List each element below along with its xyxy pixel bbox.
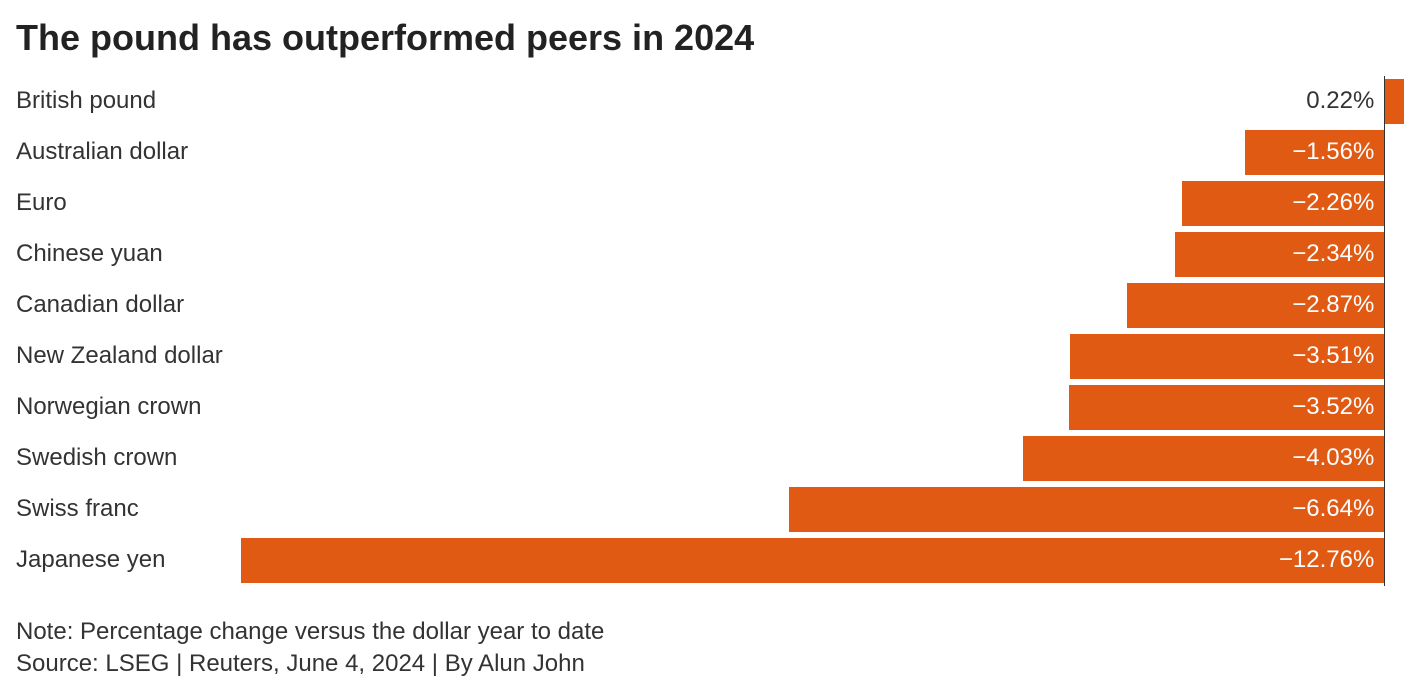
category-label: Swedish crown [16, 444, 241, 472]
bar-row: Norwegian crown −3.52% [16, 382, 1404, 433]
chart-container: The pound has outperformed peers in 2024… [0, 0, 1420, 684]
chart-footer: Note: Percentage change versus the dolla… [16, 616, 1404, 681]
bar-value: −1.56% [1292, 127, 1374, 178]
chart-title: The pound has outperformed peers in 2024 [16, 18, 1404, 58]
plot-cell: −4.03% [241, 433, 1404, 484]
category-label: Swiss franc [16, 495, 241, 523]
bar-value: −4.03% [1292, 433, 1374, 484]
category-label: Canadian dollar [16, 291, 241, 319]
axis-zero-line [1384, 76, 1385, 586]
bar-row: New Zealand dollar −3.51% [16, 331, 1404, 382]
bar-row: Swiss franc −6.64% [16, 484, 1404, 535]
plot-cell: −2.34% [241, 229, 1404, 280]
plot-cell: 0.22% [241, 76, 1404, 127]
bar-value: −2.26% [1292, 178, 1374, 229]
category-label: Norwegian crown [16, 393, 241, 421]
plot-cell: −1.56% [241, 127, 1404, 178]
plot-cell: −2.87% [241, 280, 1404, 331]
bar-value: −2.34% [1292, 229, 1374, 280]
bar [241, 538, 1384, 583]
plot-cell: −2.26% [241, 178, 1404, 229]
plot-cell: −3.52% [241, 382, 1404, 433]
category-label: British pound [16, 87, 241, 115]
chart-source: Source: LSEG | Reuters, June 4, 2024 | B… [16, 648, 1404, 680]
bar-row: Australian dollar −1.56% [16, 127, 1404, 178]
bar-value: −12.76% [1279, 535, 1374, 586]
category-label: Euro [16, 189, 241, 217]
bar-value: 0.22% [1306, 76, 1374, 127]
bar-value: −3.51% [1292, 331, 1374, 382]
chart-plot-area: British pound 0.22% Australian dollar −1.56… [16, 76, 1404, 586]
plot-cell: −6.64% [241, 484, 1404, 535]
bar-value: −2.87% [1292, 280, 1374, 331]
plot-cell: −12.76% [241, 535, 1404, 586]
chart-note: Note: Percentage change versus the dolla… [16, 616, 1404, 648]
bar-value: −6.64% [1292, 484, 1374, 535]
bar [1384, 79, 1404, 124]
plot-cell: −3.51% [241, 331, 1404, 382]
category-label: Japanese yen [16, 546, 241, 574]
category-label: Chinese yuan [16, 240, 241, 268]
bar-row: Euro −2.26% [16, 178, 1404, 229]
category-label: Australian dollar [16, 138, 241, 166]
bar-value: −3.52% [1292, 382, 1374, 433]
bar-row: Chinese yuan −2.34% [16, 229, 1404, 280]
bar-row: British pound 0.22% [16, 76, 1404, 127]
bar-row: Swedish crown −4.03% [16, 433, 1404, 484]
category-label: New Zealand dollar [16, 342, 241, 370]
bar-row: Japanese yen −12.76% [16, 535, 1404, 586]
bar-row: Canadian dollar −2.87% [16, 280, 1404, 331]
